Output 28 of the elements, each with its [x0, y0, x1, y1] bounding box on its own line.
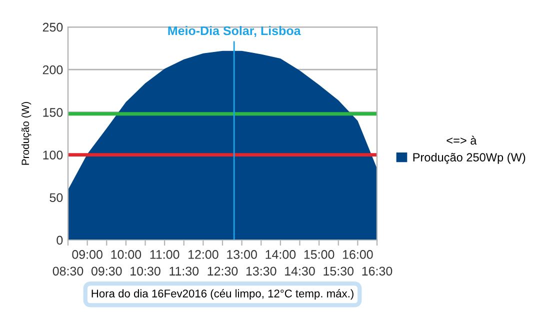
x-tick-label: 10:30: [130, 266, 160, 276]
x2-tick-label: 12:00: [188, 250, 218, 259]
x-tick-label: 13:30: [246, 266, 276, 276]
x-tick-label: 12:30: [208, 266, 238, 276]
x2-tick-label: 16:00: [343, 250, 373, 259]
x-tick-label: 11:30: [170, 266, 199, 276]
x-axis-title: Hora do dia 16Fev2016 (céu limpo, 12°C temp. máx.): [92, 289, 354, 300]
y-tick-label: 250: [42, 22, 63, 32]
y-tick-label: 50: [50, 193, 63, 202]
x-tick-label: 15:30: [324, 266, 354, 276]
ref-line-label: Meio-Dia Solar, Lisboa: [168, 26, 301, 37]
y-tick-label: 200: [42, 65, 63, 74]
x-tick-label: 09:30: [91, 266, 122, 276]
x2-tick-label: 14:00: [266, 250, 296, 259]
x2-tick-label: 11:00: [150, 250, 180, 259]
y-tick-label: 150: [43, 108, 63, 117]
y-axis-title: Produção (W): [21, 102, 32, 165]
x-tick-label: 16:30: [362, 266, 392, 276]
x-tick-label: 14:30: [285, 266, 315, 276]
x2-tick-label: 15:00: [304, 250, 334, 259]
x-tick-label: 08:30: [52, 266, 84, 276]
x2-tick-label: 13:00: [227, 250, 257, 259]
legend-title: <=> à: [446, 136, 477, 145]
legend-label: Produção 250Wp (W): [413, 152, 526, 164]
y-tick-label: 100: [43, 150, 63, 160]
y-tick-label: 0: [56, 236, 63, 245]
x2-tick-label: 10:00: [111, 250, 142, 259]
x2-tick-label: 09:00: [72, 250, 102, 259]
